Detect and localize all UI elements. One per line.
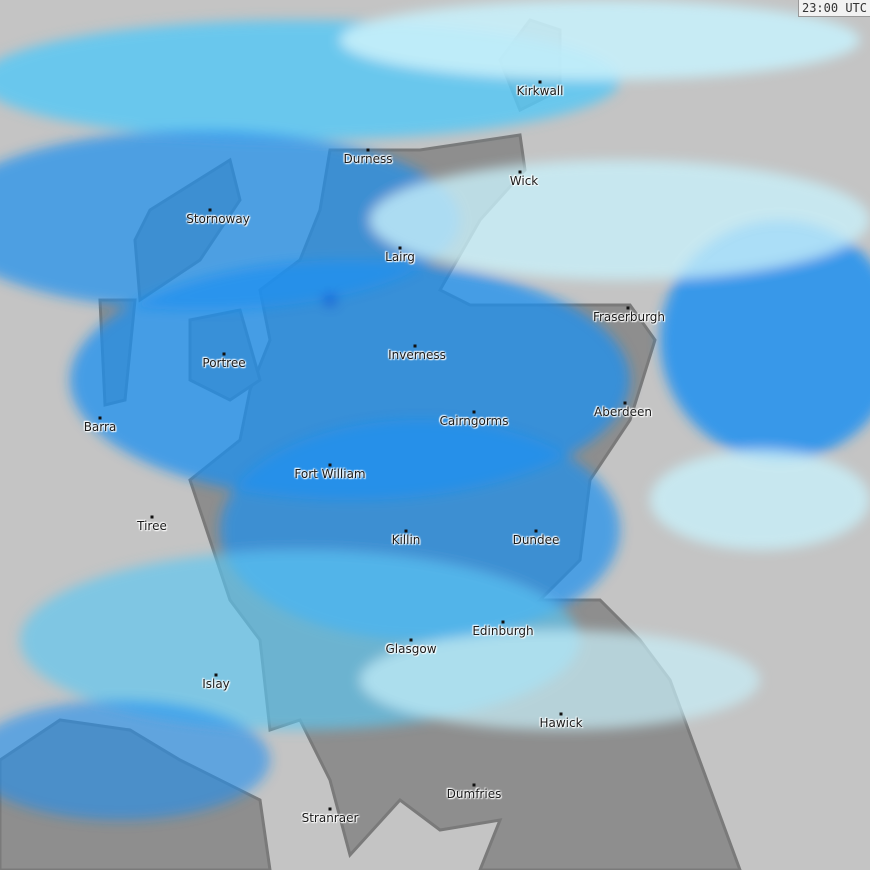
place-marker	[472, 410, 476, 414]
place-marker	[623, 401, 627, 405]
place-marker	[366, 148, 370, 152]
place-label-hawick: Hawick	[539, 716, 583, 730]
place-label-edinburgh: Edinburgh	[472, 624, 534, 638]
place-label-tiree: Tiree	[137, 519, 167, 533]
place-label-dundee: Dundee	[512, 533, 560, 547]
place-label-inverness: Inverness	[388, 348, 446, 362]
place-label-barra: Barra	[83, 420, 117, 434]
place-marker	[518, 170, 522, 174]
place-marker	[398, 246, 402, 250]
place-marker	[413, 344, 417, 348]
place-marker	[328, 807, 332, 811]
place-label-portree: Portree	[202, 356, 246, 370]
place-label-aberdeen: Aberdeen	[594, 405, 652, 419]
place-label-stranraer: Stranraer	[301, 811, 359, 825]
place-marker	[409, 638, 413, 642]
place-marker	[150, 515, 154, 519]
place-marker	[534, 529, 538, 533]
place-label-dumfries: Dumfries	[446, 787, 502, 801]
place-marker	[472, 783, 476, 787]
place-label-glasgow: Glasgow	[385, 642, 437, 656]
place-marker	[501, 620, 505, 624]
place-marker	[559, 712, 563, 716]
place-marker	[214, 673, 218, 677]
place-label-stornoway: Stornoway	[186, 212, 250, 226]
place-marker	[538, 80, 542, 84]
place-label-kirkwall: Kirkwall	[516, 84, 564, 98]
timestamp-label: 23:00 UTC	[797, 0, 870, 17]
place-label-lairg: Lairg	[385, 250, 415, 264]
place-label-cairngorms: Cairngorms	[439, 414, 509, 428]
place-marker	[222, 352, 226, 356]
place-label-fraserburgh: Fraserburgh	[592, 310, 666, 324]
place-label-islay: Islay	[202, 677, 230, 691]
place-marker	[626, 306, 630, 310]
place-marker	[404, 529, 408, 533]
place-label-wick: Wick	[509, 174, 539, 188]
place-label-killin: Killin	[391, 533, 421, 547]
place-label-durness: Durness	[343, 152, 393, 166]
place-label-fort-william: Fort William	[294, 467, 366, 481]
place-marker	[328, 463, 332, 467]
place-marker	[208, 208, 212, 212]
rain-echoes	[0, 0, 870, 820]
place-marker	[98, 416, 102, 420]
